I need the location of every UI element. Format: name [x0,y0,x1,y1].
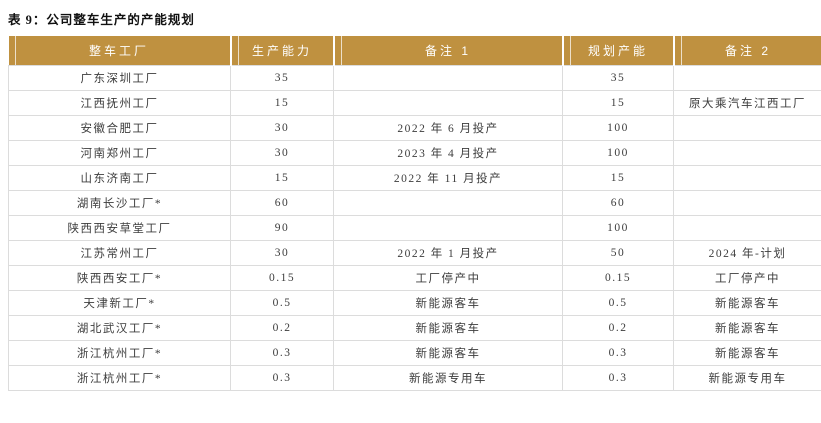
table-cell: 0.5 [562,290,674,316]
table-body: 广东深圳工厂 35 35 江西抚州工厂 15 15 原大乘汽车江西工厂 安徽合肥工厂 30 202… [8,65,821,391]
table-cell: 山东济南工厂 [8,165,231,191]
table-cell [673,115,821,141]
table-cell [333,65,563,91]
column-header-capacity: 生产能力 [229,36,334,66]
table-cell: 0.3 [562,365,674,391]
table-cell: 0.3 [230,340,334,366]
table-cell: 河南郑州工厂 [8,140,231,166]
table-cell: 30 [230,115,334,141]
table-cell: 0.2 [562,315,674,341]
table-row: 浙江杭州工厂* 0.3 新能源专用车 0.3 新能源专用车 [8,365,821,391]
table-cell: 15 [230,90,334,116]
column-header-planned-capacity: 规划产能 [561,36,674,66]
table-cell: 60 [562,190,674,216]
table-cell: 工厂停产中 [673,265,821,291]
table-cell: 15 [562,90,674,116]
table-row: 天津新工厂* 0.5 新能源客车 0.5 新能源客车 [8,290,821,316]
table-row: 江苏常州工厂 30 2022 年 1 月投产 50 2024 年-计划 [8,240,821,266]
table-cell: 0.3 [562,340,674,366]
table-cell [673,215,821,241]
table-cell [333,215,563,241]
table-cell: 2023 年 4 月投产 [333,140,563,166]
table-cell: 0.5 [230,290,334,316]
table-cell: 湖南长沙工厂* [8,190,231,216]
table-cell: 新能源客车 [673,315,821,341]
table-cell [673,165,821,191]
table-cell: 30 [230,240,334,266]
table-row: 浙江杭州工厂* 0.3 新能源客车 0.3 新能源客车 [8,340,821,366]
table-cell: 50 [562,240,674,266]
table-cell: 天津新工厂* [8,290,231,316]
table-cell: 新能源客车 [673,340,821,366]
table-cell [673,65,821,91]
table-row: 湖南长沙工厂* 60 60 [8,190,821,216]
column-header-factory: 整车工厂 [8,36,231,66]
table-cell: 浙江杭州工厂* [8,340,231,366]
table-cell: 0.2 [230,315,334,341]
capacity-table: 整车工厂 生产能力 备注 1 规划产能 备注 2 广东深圳工厂 35 35 江西抚州工… [8,36,821,391]
table-cell: 新能源专用车 [673,365,821,391]
table-row: 湖北武汉工厂* 0.2 新能源客车 0.2 新能源客车 [8,315,821,341]
table-row: 陕西西安草堂工厂 90 100 [8,215,821,241]
table-cell: 原大乘汽车江西工厂 [673,90,821,116]
table-cell: 新能源客车 [333,315,563,341]
table-cell: 江苏常州工厂 [8,240,231,266]
table-cell: 35 [562,65,674,91]
table-cell: 15 [562,165,674,191]
table-cell: 2022 年 11 月投产 [333,165,563,191]
table-cell: 陕西西安工厂* [8,265,231,291]
table-cell [673,190,821,216]
page: 表 9：公司整车生产的产能规划 整车工厂 生产能力 备注 1 规划产能 备注 2… [8,13,821,391]
table-cell [333,190,563,216]
table-cell: 新能源客车 [333,340,563,366]
table-cell [333,90,563,116]
column-header-note1: 备注 1 [332,36,563,66]
table-cell: 工厂停产中 [333,265,563,291]
table-cell: 100 [562,215,674,241]
table-row: 广东深圳工厂 35 35 [8,65,821,91]
table-cell: 0.15 [562,265,674,291]
table-cell: 广东深圳工厂 [8,65,231,91]
table-cell: 0.3 [230,365,334,391]
table-row: 江西抚州工厂 15 15 原大乘汽车江西工厂 [8,90,821,116]
table-header: 整车工厂 生产能力 备注 1 规划产能 备注 2 [8,36,821,66]
table-row: 安徽合肥工厂 30 2022 年 6 月投产 100 [8,115,821,141]
table-cell: 35 [230,65,334,91]
table-cell: 浙江杭州工厂* [8,365,231,391]
table-cell: 0.15 [230,265,334,291]
table-row: 山东济南工厂 15 2022 年 11 月投产 15 [8,165,821,191]
table-cell: 安徽合肥工厂 [8,115,231,141]
table-cell: 2022 年 6 月投产 [333,115,563,141]
table-cell: 陕西西安草堂工厂 [8,215,231,241]
table-cell: 15 [230,165,334,191]
table-title: 表 9：公司整车生产的产能规划 [8,13,195,27]
header-row: 整车工厂 生产能力 备注 1 规划产能 备注 2 [8,36,821,66]
table-cell: 100 [562,115,674,141]
column-header-note2: 备注 2 [672,36,821,66]
table-cell: 2022 年 1 月投产 [333,240,563,266]
table-cell: 100 [562,140,674,166]
table-cell: 2024 年-计划 [673,240,821,266]
table-cell: 30 [230,140,334,166]
table-cell: 新能源专用车 [333,365,563,391]
table-cell: 新能源客车 [333,290,563,316]
table-row: 河南郑州工厂 30 2023 年 4 月投产 100 [8,140,821,166]
table-cell: 60 [230,190,334,216]
table-cell [673,140,821,166]
table-cell: 江西抚州工厂 [8,90,231,116]
table-cell: 湖北武汉工厂* [8,315,231,341]
table-row: 陕西西安工厂* 0.15 工厂停产中 0.15 工厂停产中 [8,265,821,291]
table-cell: 90 [230,215,334,241]
table-cell: 新能源客车 [673,290,821,316]
